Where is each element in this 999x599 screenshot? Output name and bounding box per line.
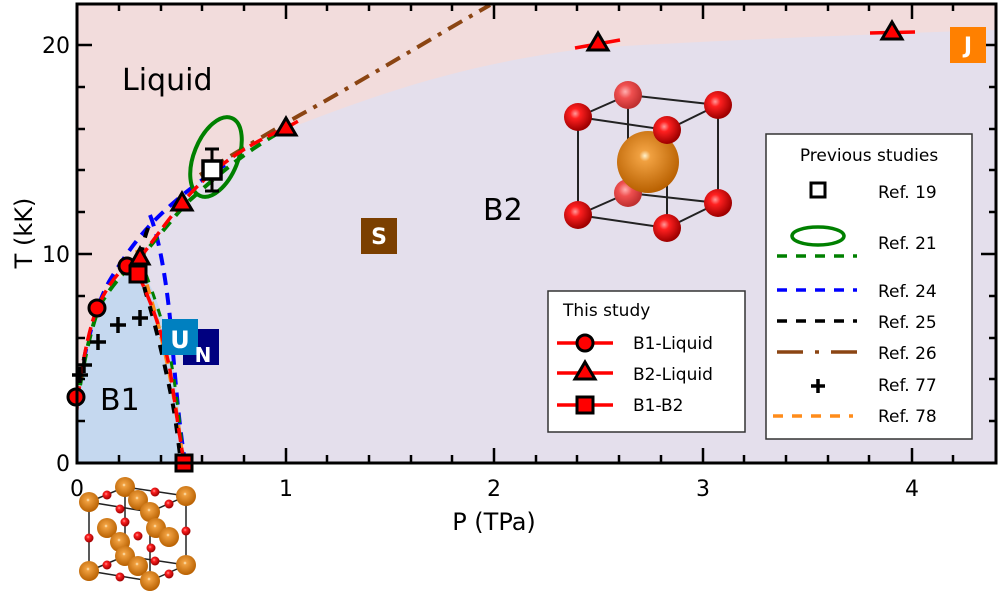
ref77-markers: [72, 310, 148, 383]
b1-b2-line: [136, 273, 186, 463]
logo-s: S: [361, 218, 397, 254]
logo-n-text: N: [195, 343, 212, 367]
b2-liquid-marker: [273, 115, 299, 137]
x-tick-label: 3: [696, 477, 710, 502]
b1-liquid-marker: [87, 298, 107, 318]
legend-title: Previous studies: [800, 146, 939, 166]
logo-u-text: U: [170, 326, 190, 354]
x-axis-title: P (TPa): [452, 508, 536, 536]
x-tick-label: 1: [279, 477, 293, 502]
ref24-melting-curve: [77, 163, 227, 401]
plus-marker: [90, 334, 106, 350]
svg-text:Ref. 26: Ref. 26: [878, 344, 937, 364]
logo-s-text: S: [371, 225, 387, 250]
b2-liquid-marker: [169, 190, 195, 212]
b1-crystal-structure-icon: [79, 477, 196, 591]
y-tick-label: 10: [42, 243, 70, 268]
legend-item-b1-liquid: B1-Liquid: [557, 333, 713, 354]
svg-text:Ref. 24: Ref. 24: [878, 282, 937, 302]
legend-this-study: This study B1-Liquid B2-Liquid B1-B2: [547, 290, 746, 433]
b2-liquid-marker: [128, 244, 152, 266]
plus-marker: [72, 367, 88, 383]
x-ticks: [75, 4, 955, 463]
legend-item-ref26: Ref. 26: [777, 344, 937, 364]
ref21-ellipse: [188, 115, 244, 199]
liquid-region: [77, 4, 996, 420]
b1-b2-marker: [128, 264, 148, 284]
legend-item-ref77: Ref. 77: [811, 376, 937, 396]
legend-item-b1-b2: B1-B2: [557, 395, 684, 416]
legend-item-b2-liquid: B2-Liquid: [557, 359, 713, 385]
plus-marker: [132, 310, 148, 326]
legend-item-ref24: Ref. 24: [777, 282, 937, 302]
svg-text:B2-Liquid: B2-Liquid: [633, 365, 713, 385]
b2-liquid-marker: [585, 30, 611, 52]
x-tick-label: 2: [487, 477, 501, 502]
b2-crystal-structure-icon: [564, 81, 732, 242]
y-tick-label: 20: [42, 34, 70, 59]
svg-text:Ref. 21: Ref. 21: [878, 234, 937, 254]
svg-text:Ref. 25: Ref. 25: [878, 313, 937, 333]
y-tick-label: 0: [56, 452, 70, 477]
legend-previous-studies: Previous studies Ref. 19 Ref. 21 Ref. 24…: [765, 133, 973, 440]
legend-item-ref21: Ref. 21: [777, 225, 937, 258]
y-axis-title: T (kK): [10, 198, 38, 270]
ref25-curve: [139, 227, 182, 456]
svg-text:B1-Liquid: B1-Liquid: [633, 334, 713, 354]
ref19-marker: [201, 147, 223, 193]
y-ticks: [77, 43, 996, 465]
svg-text:Ref. 78: Ref. 78: [878, 407, 937, 427]
logo-j: J: [950, 27, 986, 63]
legend-title: This study: [562, 301, 650, 321]
axes: 0 10 20 0 1 2 3 4 P (TPa) T (kK): [10, 2, 998, 536]
plus-marker: [76, 357, 92, 373]
legend-item-ref19: Ref. 19: [809, 181, 937, 203]
svg-text:Ref. 19: Ref. 19: [878, 183, 937, 203]
b1-label: B1: [100, 383, 140, 418]
legend-item-ref25: Ref. 25: [777, 313, 937, 333]
svg-text:B1-B2: B1-B2: [633, 396, 684, 416]
b1-region: [77, 266, 184, 463]
liquid-label: Liquid: [122, 63, 212, 98]
logo-j-text: J: [962, 34, 972, 59]
x-tick-label: 0: [70, 477, 84, 502]
b2-label: B2: [483, 193, 523, 228]
legend-item-ref78: Ref. 78: [773, 407, 937, 427]
svg-text:Ref. 77: Ref. 77: [878, 376, 937, 396]
x-tick-label: 4: [905, 477, 919, 502]
logo-un: U N: [162, 319, 219, 367]
b2-liquid-marker: [879, 19, 905, 41]
plus-marker: [110, 317, 126, 333]
